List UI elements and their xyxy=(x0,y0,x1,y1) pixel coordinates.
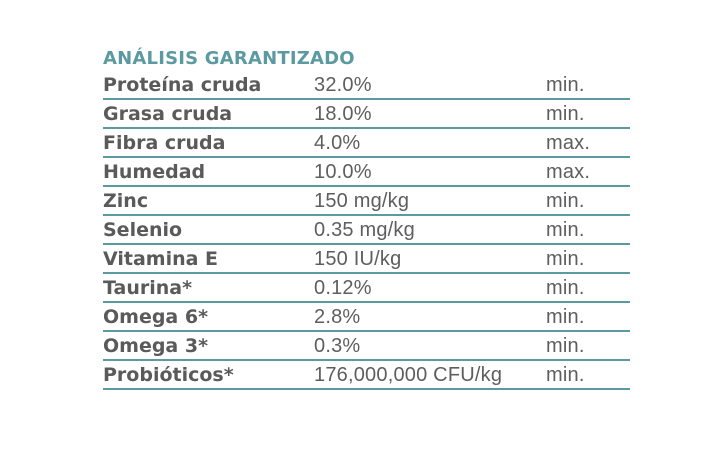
nutrient-name: Probióticos* xyxy=(103,364,234,386)
nutrient-name: Omega 3* xyxy=(103,335,209,357)
guaranteed-analysis-panel: ANÁLISIS GARANTIZADO Proteína cruda 32.0… xyxy=(103,47,630,390)
nutrient-limit: min. xyxy=(546,190,585,212)
nutrient-value: 18.0% xyxy=(314,103,372,125)
nutrient-name: Selenio xyxy=(103,219,183,241)
section-title: ANÁLISIS GARANTIZADO xyxy=(103,48,355,69)
nutrient-limit: max. xyxy=(546,132,591,154)
nutrient-limit: min. xyxy=(546,248,585,270)
nutrient-limit: max. xyxy=(546,161,591,183)
nutrient-name: Vitamina E xyxy=(103,248,219,270)
nutrient-limit: min. xyxy=(546,306,585,328)
nutrient-name: Proteína cruda xyxy=(103,74,262,96)
nutrient-value: 150 mg/kg xyxy=(314,190,410,212)
nutrient-name: Grasa cruda xyxy=(103,103,233,125)
nutrient-name: Fibra cruda xyxy=(103,132,226,154)
nutrient-value: 4.0% xyxy=(314,132,361,154)
nutrient-limit: min. xyxy=(546,277,585,299)
nutrient-name: Omega 6* xyxy=(103,306,209,328)
nutrient-limit: min. xyxy=(546,219,585,241)
nutrient-value: 150 IU/kg xyxy=(314,248,402,270)
nutrient-limit: min. xyxy=(546,335,585,357)
nutrient-name: Zinc xyxy=(103,190,149,212)
nutrient-limit: min. xyxy=(546,364,585,386)
table-row: Omega 6* 2.8% min. xyxy=(103,303,630,332)
nutrient-value: 2.8% xyxy=(314,306,361,328)
table-row: Selenio 0.35 mg/kg min. xyxy=(103,216,630,245)
nutrient-value: 0.3% xyxy=(314,335,361,357)
nutrient-name: Humedad xyxy=(103,161,206,183)
nutrient-limit: min. xyxy=(546,103,585,125)
table-row: Fibra cruda 4.0% max. xyxy=(103,129,630,158)
table-row: Probióticos* 176,000,000 CFU/kg min. xyxy=(103,361,630,390)
table-row: Vitamina E 150 IU/kg min. xyxy=(103,245,630,274)
nutrient-value: 32.0% xyxy=(314,74,372,96)
nutrient-value: 176,000,000 CFU/kg xyxy=(314,364,503,386)
nutrient-limit: min. xyxy=(546,74,585,96)
nutrient-name: Taurina* xyxy=(103,277,193,299)
table-row: Grasa cruda 18.0% min. xyxy=(103,100,630,129)
analysis-table: Proteína cruda 32.0% min. Grasa cruda 18… xyxy=(103,71,630,390)
nutrient-value: 0.12% xyxy=(314,277,372,299)
nutrient-value: 10.0% xyxy=(314,161,372,183)
table-row: Taurina* 0.12% min. xyxy=(103,274,630,303)
table-row: Omega 3* 0.3% min. xyxy=(103,332,630,361)
table-row: Humedad 10.0% max. xyxy=(103,158,630,187)
nutrient-value: 0.35 mg/kg xyxy=(314,219,415,241)
table-row: Proteína cruda 32.0% min. xyxy=(103,71,630,100)
table-row: Zinc 150 mg/kg min. xyxy=(103,187,630,216)
